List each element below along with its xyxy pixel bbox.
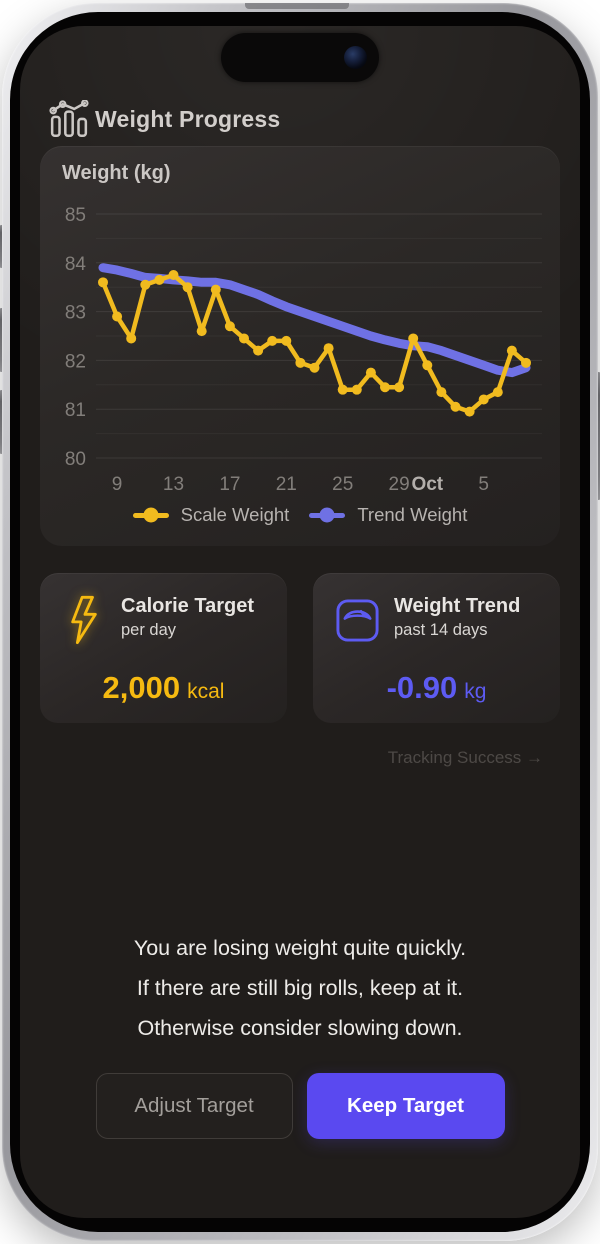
y-tick-label: 83: [65, 303, 86, 324]
scale-weight-point: [436, 387, 447, 398]
scale-weight-point: [309, 362, 320, 373]
weight-trend-value: -0.90 kg: [313, 670, 560, 706]
y-tick-label: 82: [65, 351, 86, 372]
scale-weight-point: [492, 387, 503, 398]
scale-weight-point: [196, 326, 207, 337]
y-tick-label: 85: [65, 205, 86, 226]
legend-item-scale-weight[interactable]: Scale Weight: [132, 504, 290, 526]
lightning-bolt-icon: [60, 591, 108, 649]
weight-scale-icon: [333, 591, 381, 649]
scale-weight-point: [182, 282, 193, 293]
legend-label-trend-weight: Trend Weight: [357, 504, 468, 525]
scale-weight-point: [408, 333, 419, 344]
advice-line-3: Otherwise consider slowing down.: [137, 1016, 463, 1040]
scale-weight-point: [380, 382, 390, 393]
calorie-card-title: Calorie Target: [121, 595, 254, 617]
scale-weight-point: [323, 343, 334, 354]
scale-weight-point: [140, 279, 151, 290]
scale-weight-point: [168, 270, 179, 280]
scale-weight-point: [98, 277, 108, 288]
scale-weight-point: [394, 382, 405, 393]
weight-trend-card-title: Weight Trend: [394, 595, 521, 617]
calorie-number: 2,000: [102, 670, 181, 705]
dynamic-island: [221, 33, 379, 82]
calorie-value: 2,000 kcal: [40, 670, 287, 706]
x-tick-label: 13: [163, 474, 184, 495]
x-tick-label: 29: [389, 474, 410, 495]
advice-message: You are losing weight quite quickly. If …: [20, 928, 580, 1048]
front-camera-icon: [344, 46, 367, 69]
scale-weight-point: [154, 274, 165, 285]
scale-weight-point: [295, 357, 306, 368]
scale-weight-point: [450, 401, 461, 412]
tracking-success-link[interactable]: Tracking Success →: [387, 748, 543, 767]
power-button: [596, 372, 600, 500]
weight-progress-chart-icon: [49, 100, 89, 138]
trend-weight-marker-icon: [309, 507, 346, 523]
scale-weight-point: [239, 333, 249, 344]
weight-trend-card: Weight Trend past 14 days -0.90 kg: [313, 573, 560, 723]
scale-weight-point: [281, 335, 292, 346]
scale-weight-point: [112, 311, 123, 322]
y-tick-label: 84: [65, 254, 87, 275]
stat-card-row: Calorie Target per day 2,000 kcal: [40, 573, 560, 723]
adjust-target-button[interactable]: Adjust Target: [95, 1073, 293, 1139]
scale-weight-point: [464, 406, 475, 417]
keep-target-button[interactable]: Keep Target: [306, 1073, 505, 1139]
scale-weight-point: [126, 333, 137, 344]
phone-screen: Weight Progress 80 81 82 83 84 85 9 13 17 21 25 29 O…: [20, 26, 580, 1218]
page-title: Weight Progress: [95, 106, 281, 132]
scale-weight-point: [422, 360, 433, 371]
x-tick-label: 17: [219, 474, 240, 495]
x-tick-label: 21: [276, 474, 297, 495]
x-tick-label: 5: [478, 474, 489, 495]
weight-chart-card: 80 81 82 83 84 85 9 13 17 21 25 29 Oct 5 Weight (kg) …: [40, 146, 560, 546]
weight-trend-card-subtitle: past 14 days: [394, 621, 488, 639]
weight-chart-svg: 80 81 82 83 84 85 9 13 17 21 25 29 Oct 5: [65, 205, 542, 495]
advice-line-2: If there are still big rolls, keep at it…: [136, 976, 464, 1000]
chart-legend: Scale Weight Trend Weight: [40, 504, 560, 526]
y-tick-label: 80: [65, 449, 86, 470]
action-button-row: Adjust Target Keep Target: [20, 1073, 580, 1139]
chart-title: Weight (kg): [62, 162, 171, 184]
calorie-unit: kcal: [187, 680, 225, 703]
scale-weight-point: [267, 335, 278, 346]
x-tick-label: 25: [332, 474, 353, 495]
scale-weight-point: [478, 394, 489, 405]
scale-weight-point: [210, 284, 221, 295]
top-speaker-slot: [245, 3, 349, 9]
legend-label-scale-weight: Scale Weight: [180, 504, 290, 525]
scale-weight-point: [224, 321, 235, 332]
calorie-target-card: Calorie Target per day 2,000 kcal: [40, 573, 287, 723]
weight-trend-number: -0.90: [386, 670, 458, 705]
scale-weight-marker-icon: [132, 507, 169, 523]
advice-line-1: You are losing weight quite quickly.: [133, 936, 467, 960]
scale-weight-line: [100, 272, 529, 414]
x-tick-label: Oct: [411, 474, 443, 495]
weight-trend-unit: kg: [464, 680, 487, 703]
scale-weight-point: [365, 367, 376, 378]
scale-weight-point: [337, 384, 348, 395]
y-tick-label: 81: [65, 400, 86, 421]
scale-weight-point: [253, 345, 264, 356]
calorie-card-subtitle: per day: [121, 621, 177, 639]
trend-weight-line: [98, 263, 531, 378]
x-tick-label: 9: [112, 474, 123, 495]
legend-item-trend-weight[interactable]: Trend Weight: [309, 504, 467, 526]
scale-weight-point: [521, 357, 531, 368]
scale-weight-point: [506, 345, 517, 356]
scale-weight-point: [351, 384, 362, 395]
